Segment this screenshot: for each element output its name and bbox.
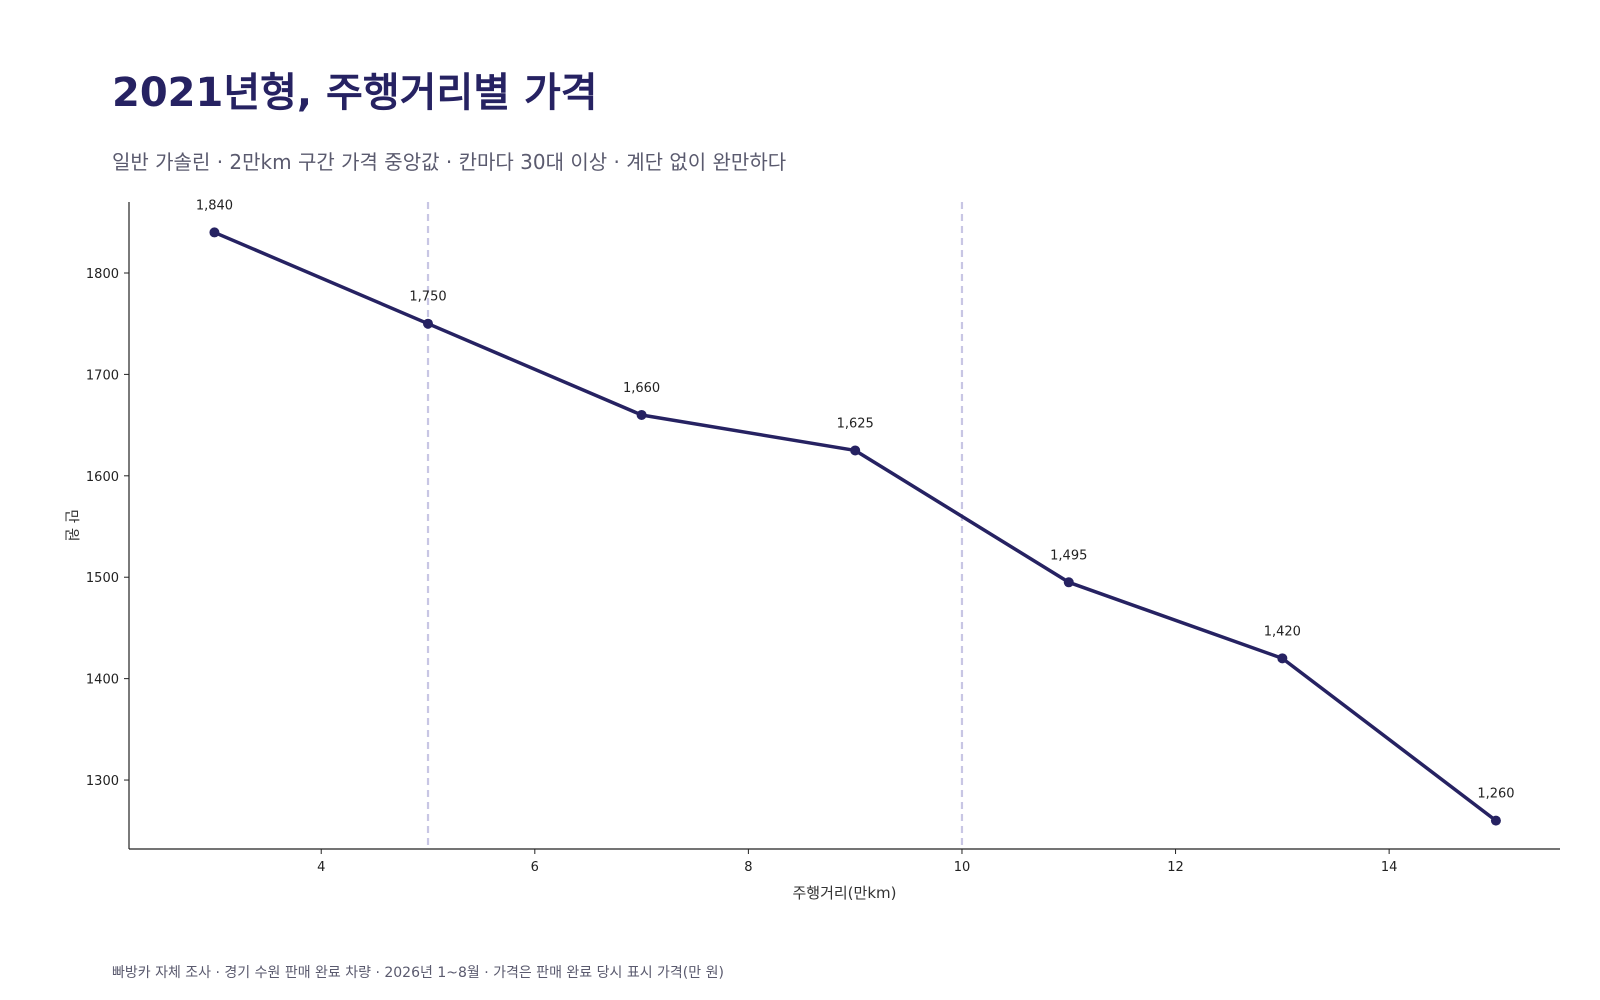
data-label: 1,750: [409, 290, 446, 305]
data-point: [423, 318, 434, 329]
series-line: [212, 230, 1498, 823]
data-point: [636, 409, 647, 420]
x-axis-title: 주행거리(만km): [792, 884, 896, 902]
x-tick-label: 6: [531, 860, 539, 875]
x-tick-label: 10: [954, 860, 971, 875]
y-tick-label: 1500: [86, 571, 119, 586]
y-tick-label: 1400: [86, 673, 119, 688]
data-label: 1,260: [1477, 787, 1514, 802]
chart-title: 2021년형, 주행거리별 가격: [112, 70, 598, 116]
x-tick-label: 12: [1167, 860, 1184, 875]
data-label: 1,660: [623, 381, 660, 396]
data-label: 1,420: [1264, 624, 1301, 639]
y-tick-label: 1800: [86, 267, 119, 282]
y-axis-title: 만 원: [63, 509, 81, 541]
data-label: 1,840: [196, 198, 233, 213]
data-label: 1,495: [1050, 548, 1087, 563]
data-point: [1490, 815, 1501, 826]
x-tick-label: 4: [317, 860, 325, 875]
data-point: [1277, 653, 1288, 664]
data-point: [209, 227, 220, 238]
x-tick-label: 14: [1381, 860, 1398, 875]
y-tick-label: 1700: [86, 368, 119, 383]
chart-subtitle: 일반 가솔린 · 2만km 구간 가격 중앙값 · 칸마다 30대 이상 · 계…: [112, 150, 787, 174]
source-note: 빠방카 자체 조사 · 경기 수원 판매 완료 차량 · 2026년 1~8월 …: [112, 965, 724, 981]
data-point: [1063, 577, 1074, 588]
data-point: [850, 445, 861, 456]
y-tick-label: 1600: [86, 470, 119, 485]
y-tick-label: 1300: [86, 774, 119, 789]
x-tick-label: 8: [744, 860, 752, 875]
data-label: 1,625: [837, 416, 874, 431]
